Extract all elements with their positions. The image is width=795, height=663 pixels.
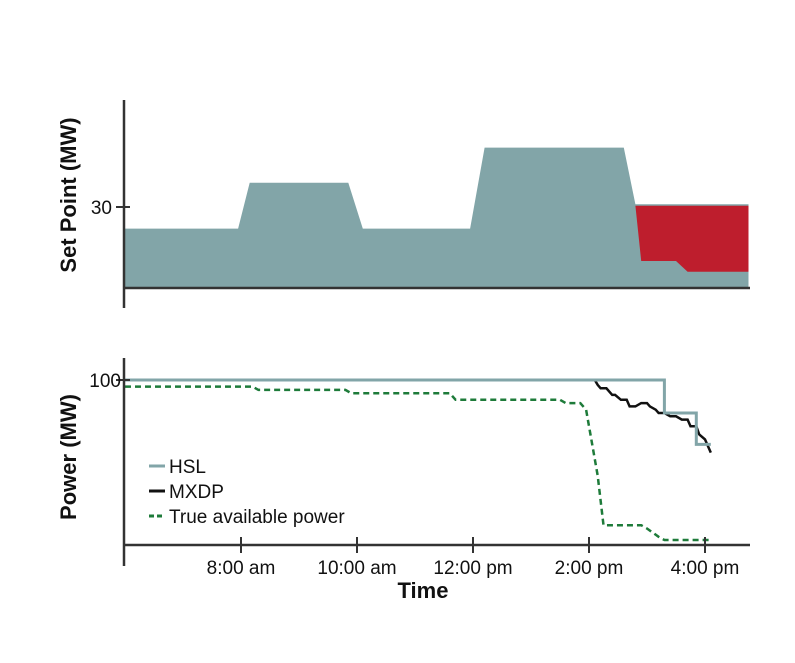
series-line-mxdp (125, 378, 712, 454)
power-x-ticks: 8:00 am 10:00 am 12:00 pm 2:00 pm 4:00 pm (207, 537, 740, 579)
legend-label-true-available-power: True available power (169, 507, 345, 528)
x-tick-label: 2:00 pm (555, 558, 624, 579)
setpoint-panel: 30 Set Point (MW) (56, 100, 750, 308)
x-tick-label: 4:00 pm (671, 558, 740, 579)
setpoint-areas (125, 147, 749, 288)
power-lines (125, 378, 712, 542)
power-y-axis-title: Power (MW) (56, 394, 81, 520)
series-line-true-available-power (125, 385, 711, 542)
power-panel: 100 8:00 am 10:00 am 12:00 pm 2:00 pm 4:00 p… (56, 358, 750, 603)
power-y-tick-label: 100 (89, 371, 121, 392)
power-y-ticks: 100 (89, 371, 130, 392)
x-tick-label: 8:00 am (207, 558, 276, 579)
setpoint-y-axis-title: Set Point (MW) (56, 117, 81, 272)
legend-label-mxdp: MXDP (169, 482, 224, 503)
x-tick-label: 10:00 am (317, 558, 396, 579)
setpoint-y-ticks: 30 (91, 198, 130, 219)
series-line-hsl (125, 378, 711, 446)
legend-label-hsl: HSL (169, 457, 206, 478)
setpoint-y-tick-label: 30 (91, 198, 112, 219)
curtailed-area (635, 205, 749, 272)
setpoint-area (125, 147, 749, 288)
legend: HSL MXDP True available power (149, 457, 345, 528)
x-tick-label: 12:00 pm (433, 558, 512, 579)
x-axis-title: Time (398, 578, 449, 603)
